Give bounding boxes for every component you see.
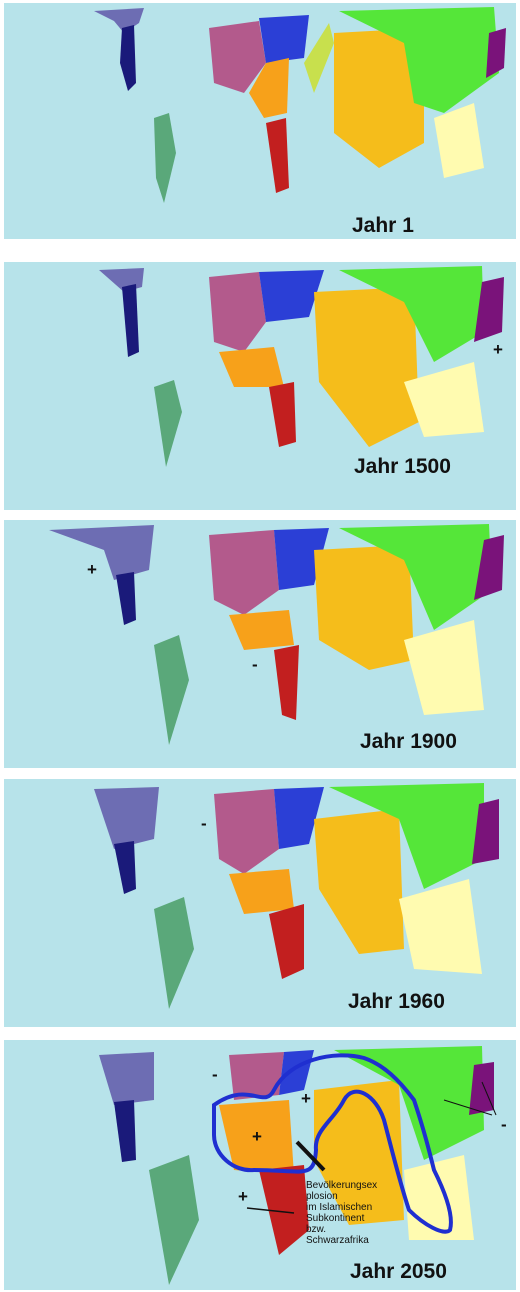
central-asia [304,23,334,93]
china [339,266,484,362]
pointer-line-plus [246,1207,295,1214]
central-america [122,284,139,357]
year-label: Jahr 1500 [354,455,451,478]
change-sign-minus: - [212,1065,218,1084]
china [339,7,499,113]
change-sign-plus: + [493,340,503,359]
south-america [154,380,182,467]
cartogram-map [4,3,516,251]
western-europe [209,21,266,93]
north-america [49,525,154,580]
cartogram-map [4,1040,516,1290]
pointer-line-minus-b [481,1081,497,1116]
africa [269,382,296,447]
southeast-asia [404,620,484,715]
western-europe [209,530,279,615]
pointer-line-minus-a [443,1099,493,1116]
change-sign-plus: + [252,1127,262,1146]
map-panel-year-1500: + Jahr 1500 [4,262,516,510]
annotation-line: Subkontinent [306,1213,365,1224]
south-asia [314,809,404,954]
annotation-line: Schwarzafrika [306,1235,369,1246]
south-america [154,113,176,203]
south-america [154,635,189,745]
annotation-text: Bevölkerungsex plosion im Islamischen Su… [306,1180,406,1246]
eastern-europe [274,787,324,849]
year-label: Jahr 2050 [350,1260,447,1283]
change-sign-plus: + [301,1089,311,1108]
north-america [99,1052,154,1105]
eastern-europe [259,270,324,322]
change-sign-minus: - [501,1115,507,1134]
cartogram-map [4,520,516,768]
eastern-europe [259,15,309,63]
china [329,783,484,889]
annotation-line: plosion [306,1191,338,1202]
japan [486,28,506,78]
cartogram-map [4,262,516,510]
central-america [116,572,136,625]
western-europe [229,1052,284,1100]
annotation-line: bzw. [306,1224,327,1235]
central-america [120,25,136,91]
western-europe [214,789,279,874]
western-europe [209,272,266,352]
south-america [149,1155,199,1285]
africa [269,904,304,979]
middle-east [219,347,284,387]
africa [259,1165,309,1255]
south-asia [334,28,424,168]
change-sign-plus: + [87,560,97,579]
japan [474,277,504,342]
china [334,1046,484,1160]
pointer-line [295,1140,326,1172]
eastern-europe [274,528,329,590]
japan [472,799,499,864]
map-panel-year-1900: + - Jahr 1900 [4,520,516,768]
map-panel-year-2050: - + + + - Bevölkerungsex plosion im Isla… [4,1040,516,1290]
central-america [114,1100,136,1162]
china [339,524,492,630]
japan [469,1062,494,1115]
central-america [114,841,136,894]
africa [266,118,289,193]
cartogram-map [4,779,516,1027]
annotation-line: Bevölkerungsex [306,1180,378,1191]
middle-east [229,610,294,650]
middle-east [229,869,294,914]
change-sign-plus: + [238,1187,248,1206]
map-bottom-edge [4,239,516,251]
emphasis-outline [212,1053,453,1234]
south-america [154,897,194,1009]
change-sign-minus: - [201,814,207,833]
southeast-asia [434,103,484,178]
middle-east [219,1100,294,1175]
south-asia [314,287,419,447]
africa [274,645,299,720]
year-label: Jahr 1 [352,214,414,237]
middle-east [249,58,289,118]
map-panel-year-1960: - Jahr 1960 [4,779,516,1027]
change-sign-minus: - [252,655,258,674]
south-asia [314,545,414,670]
southeast-asia [399,879,482,974]
north-america [94,787,159,849]
southeast-asia [404,1155,474,1240]
year-label: Jahr 1900 [360,730,457,753]
year-label: Jahr 1960 [348,990,445,1013]
southeast-asia [404,362,484,437]
japan [474,535,504,600]
map-panel-year-1: Jahr 1 [4,3,516,251]
annotation-line: im Islamischen [306,1202,373,1213]
